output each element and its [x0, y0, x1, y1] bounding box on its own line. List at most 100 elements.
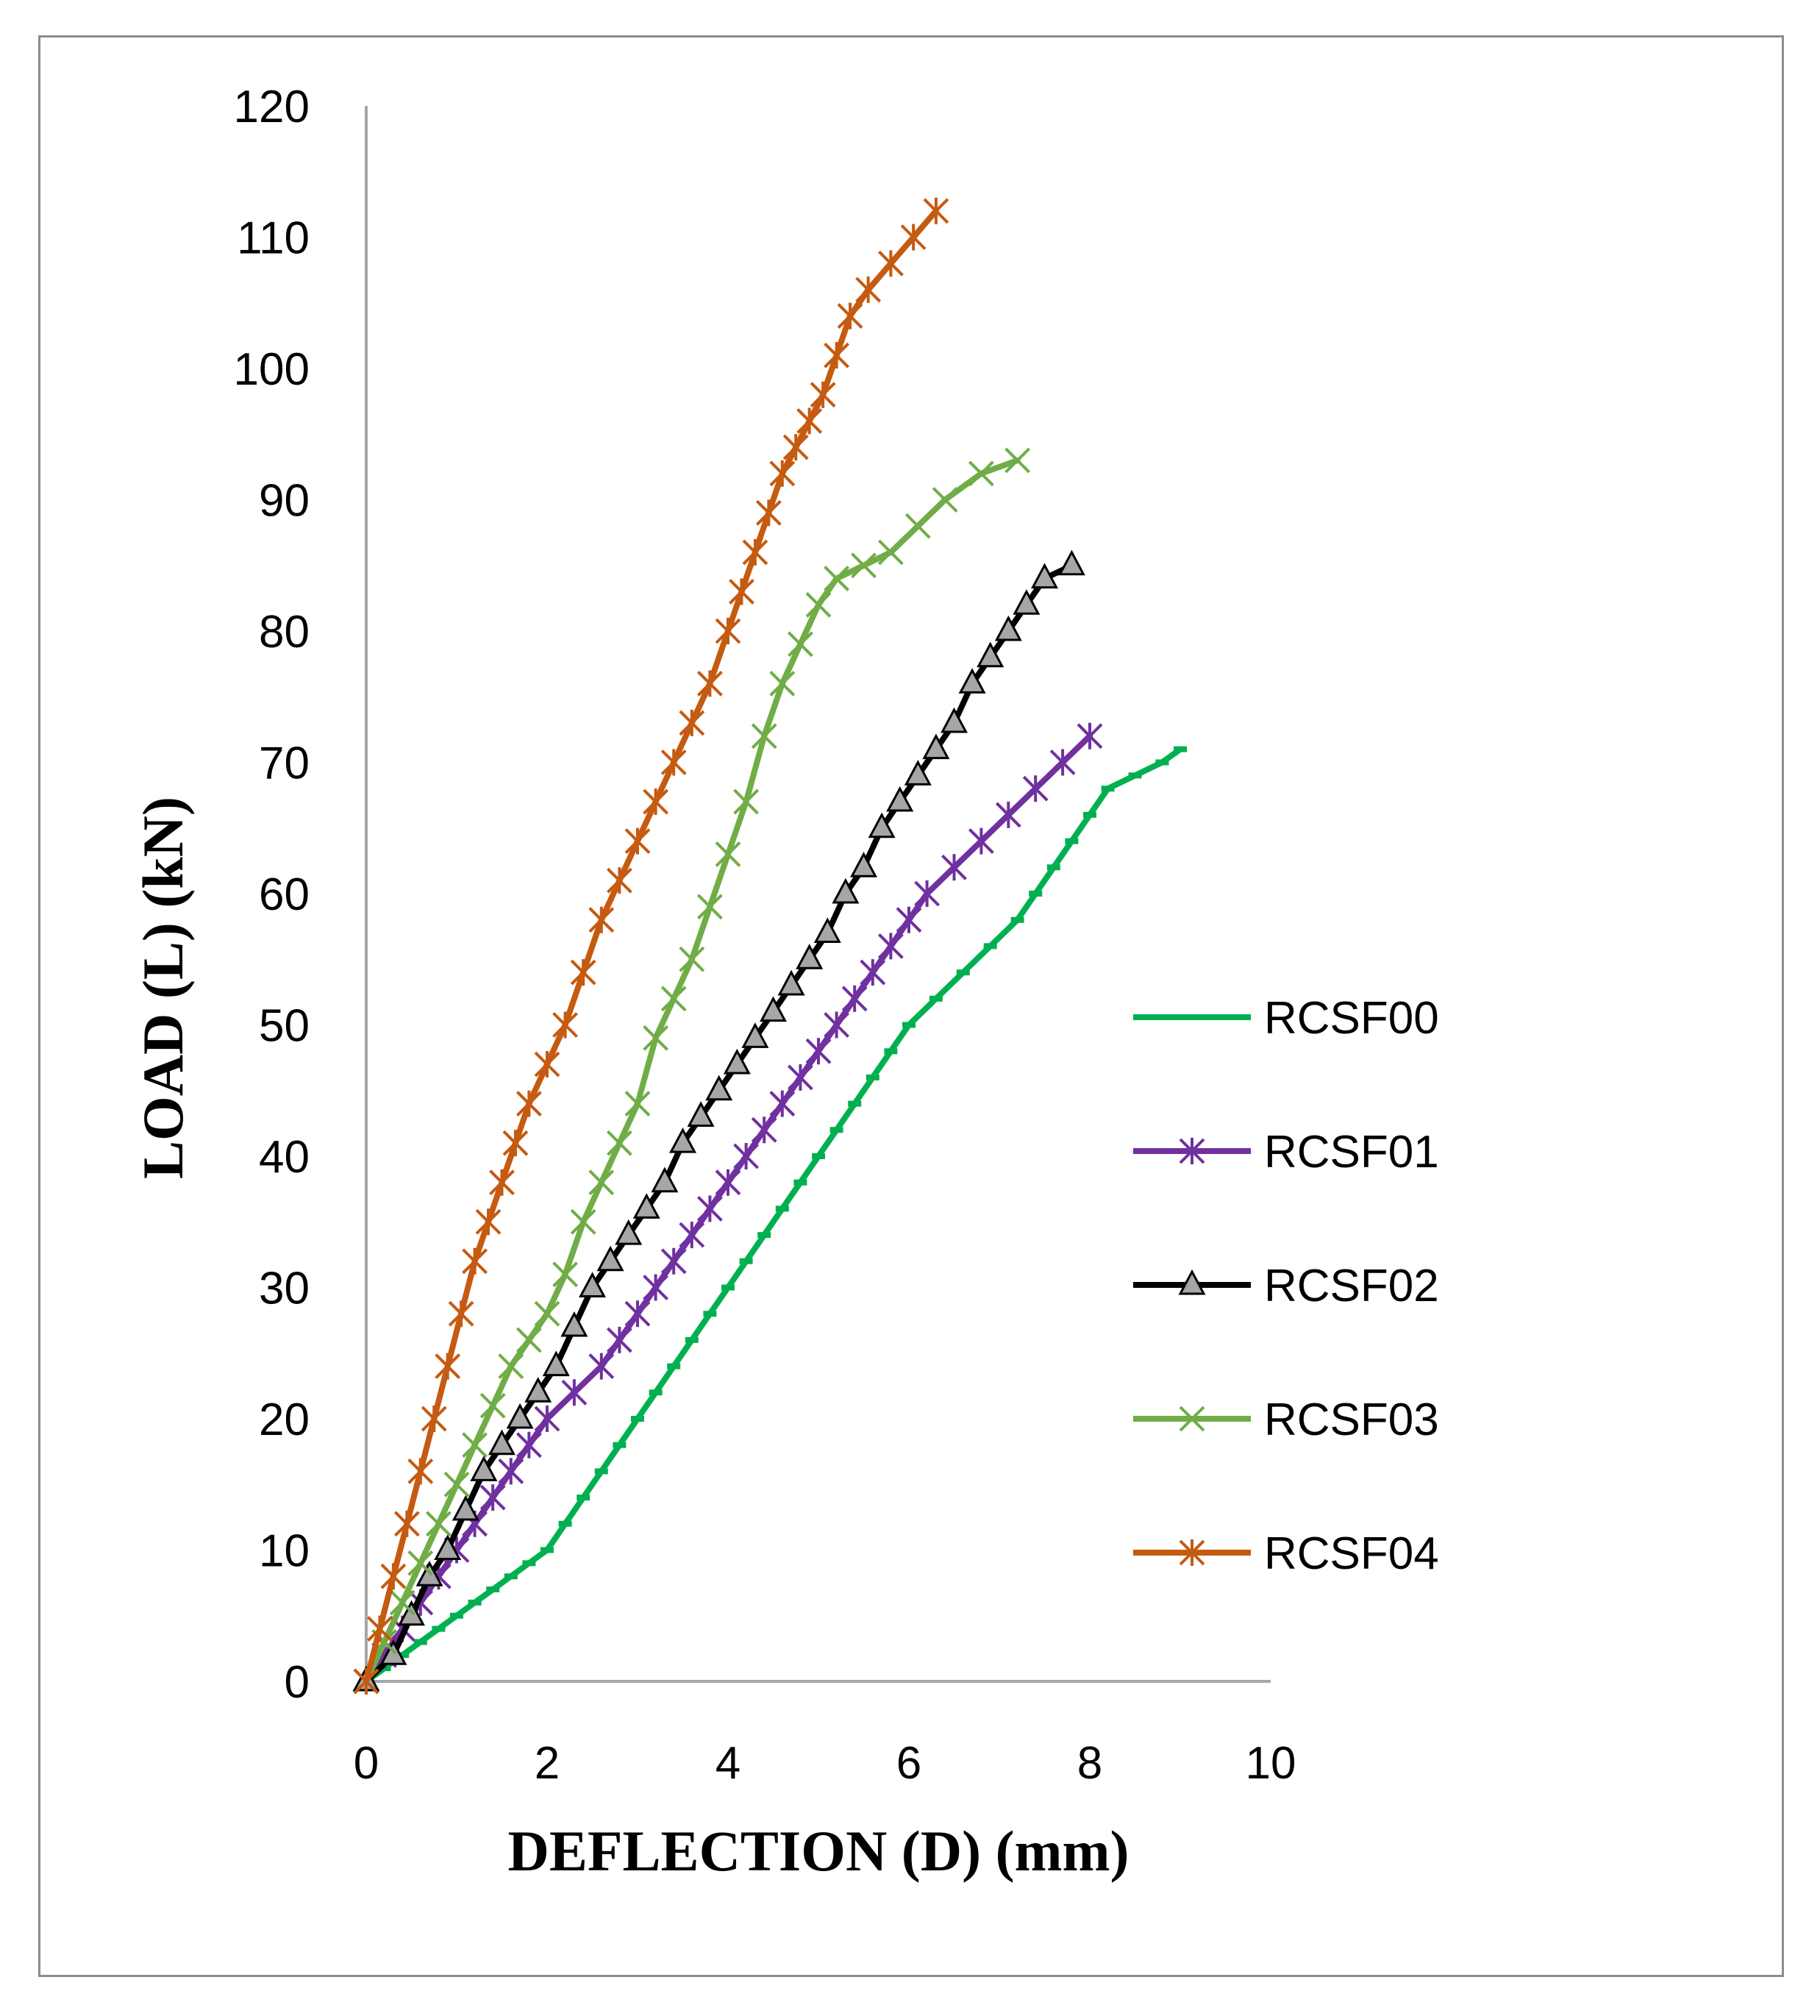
data-point: [407, 1550, 434, 1576]
series-line: [363, 207, 939, 1684]
data-point: [860, 959, 886, 986]
data-point: [1013, 589, 1041, 615]
data-point: [687, 1101, 715, 1127]
data-point: [968, 827, 994, 855]
data-point: [813, 917, 841, 944]
data-point: [643, 1274, 669, 1301]
legend-item: RCSF00: [1133, 993, 1439, 1044]
series-line: [363, 733, 1093, 1684]
data-point: [751, 1116, 777, 1144]
data-point: [941, 854, 967, 881]
legend-marker: [1179, 1539, 1205, 1566]
legend-item: RCSF02: [1133, 1261, 1439, 1311]
data-point: [534, 1051, 560, 1078]
data-point: [488, 1429, 515, 1456]
data-point: [723, 1048, 751, 1075]
data-point: [769, 460, 796, 487]
y-tick-label: 0: [285, 1657, 310, 1708]
data-point: [741, 1022, 769, 1048]
y-tick-label: 10: [259, 1526, 310, 1577]
data-point: [606, 1326, 632, 1353]
data-point: [932, 487, 958, 513]
y-tick-label: 60: [259, 869, 310, 920]
data-point: [498, 1458, 524, 1485]
data-point: [489, 1169, 515, 1196]
chart-frame: 0 10 20 30 40 50 60 70 80 90 100 110 120 0 2 4 6 8 10 RCSF…: [38, 35, 1784, 1977]
data-point: [588, 1353, 615, 1380]
data-point: [570, 1208, 596, 1235]
legend-label: RCSF00: [1264, 993, 1439, 1044]
data-point: [841, 985, 868, 1012]
data-point: [733, 788, 760, 815]
data-point: [380, 1563, 407, 1590]
data-point: [696, 670, 723, 697]
data-point: [643, 788, 669, 816]
legend-item: RCSF01: [1133, 1127, 1439, 1178]
data-point: [534, 1300, 560, 1327]
data-point: [994, 615, 1022, 641]
x-tick-label: 8: [1077, 1738, 1102, 1789]
x-tick-label: 6: [896, 1738, 921, 1789]
data-point: [560, 1311, 588, 1337]
data-point: [596, 1245, 624, 1272]
data-point: [769, 670, 796, 697]
data-point: [462, 1247, 488, 1275]
data-point: [624, 1300, 651, 1328]
data-point: [389, 1589, 415, 1616]
legend-marker: [1179, 1138, 1205, 1164]
data-point: [452, 1495, 479, 1521]
data-point: [421, 1406, 447, 1432]
data-point: [877, 250, 904, 277]
data-point: [787, 631, 813, 658]
data-point: [995, 801, 1021, 828]
data-point: [502, 1130, 529, 1157]
data-point: [679, 946, 705, 972]
data-point: [588, 906, 615, 933]
data-point: [443, 1471, 470, 1497]
data-point: [462, 1432, 488, 1458]
data-point: [922, 733, 950, 760]
data-point: [729, 578, 754, 605]
data-point: [1022, 775, 1049, 802]
data-point: [606, 867, 632, 894]
legend-item: RCSF04: [1133, 1528, 1439, 1579]
y-tick-label: 20: [259, 1395, 310, 1445]
data-point: [968, 460, 994, 487]
data-point: [579, 1272, 606, 1297]
data-point: [923, 197, 949, 224]
x-axis-title: DEFLECTION (D) (mm): [508, 1819, 1130, 1883]
data-point: [696, 1195, 723, 1222]
y-tick-label: 80: [259, 607, 310, 658]
data-point: [824, 342, 850, 369]
data-point: [914, 880, 941, 907]
x-tick-label: 2: [535, 1738, 560, 1789]
data-point: [552, 1011, 579, 1039]
legend-marker: [1179, 1406, 1205, 1432]
data-point: [367, 1615, 393, 1642]
data-point: [796, 944, 824, 969]
data-point: [1031, 563, 1058, 589]
data-point: [515, 1327, 542, 1353]
data-point: [851, 552, 877, 579]
data-point: [470, 1456, 498, 1481]
series-rcsf03: [353, 447, 1031, 1695]
data-point: [515, 1431, 542, 1458]
data-point: [805, 1038, 832, 1065]
data-point: [475, 1208, 502, 1236]
data-point: [435, 1353, 461, 1380]
data-point: [782, 434, 809, 461]
data-point: [715, 1169, 741, 1196]
data-point: [561, 1379, 588, 1406]
data-point: [824, 566, 850, 592]
data-point: [760, 996, 787, 1022]
data-point: [751, 723, 777, 749]
x-tick-label: 4: [715, 1738, 741, 1789]
data-point: [624, 827, 651, 855]
data-point: [669, 1127, 696, 1153]
data-point: [696, 894, 723, 920]
load-deflection-chart: 0 10 20 30 40 50 60 70 80 90 100 110 120 0 2 4 6 8 10 RCSF…: [131, 82, 1439, 1883]
data-point: [715, 618, 741, 644]
data-point: [755, 499, 782, 527]
data-point: [705, 1075, 733, 1101]
data-point: [679, 709, 705, 736]
